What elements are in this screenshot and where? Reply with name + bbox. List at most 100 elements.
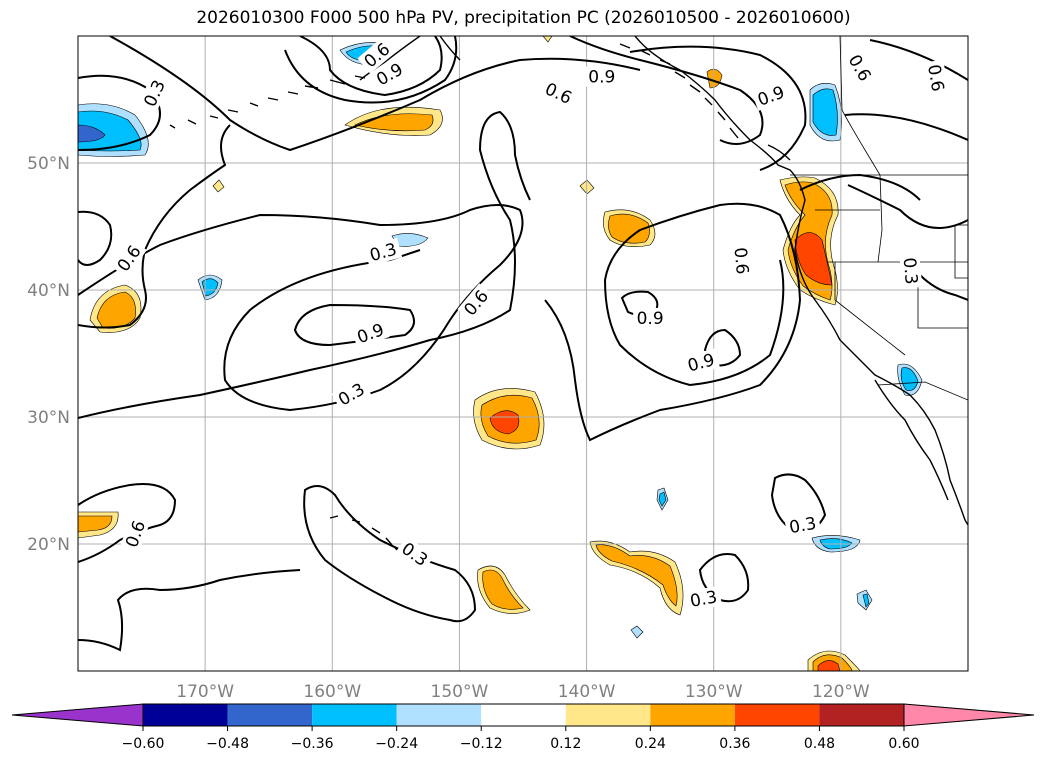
pv-contour-0.9-central xyxy=(293,303,415,347)
pv-contour-0.3-hawaii xyxy=(303,485,477,623)
colorbar-tick-label: −0.60 xyxy=(122,736,165,752)
contour-labels: 0.30.60.9 0.90.6 0.90.6 0.60.30.6 0.6 0.30.60… xyxy=(110,36,950,612)
lat-tick-label: 30°N xyxy=(27,408,70,428)
pv-contour-0.3-north xyxy=(78,74,161,151)
lon-tick-label: 150°W xyxy=(431,682,489,702)
precip-negative-blobs xyxy=(78,42,923,639)
contour-label-bg xyxy=(120,514,151,554)
contour-label: 0.3 xyxy=(788,514,818,538)
state-border-id xyxy=(877,174,883,263)
colorbar-segment xyxy=(396,704,482,726)
pv-contour-0.3-southeast xyxy=(770,473,827,534)
colorbar: −0.60 −0.48 −0.36 −0.24 −0.12 0.12 0.24 0.36 0.4… xyxy=(11,703,1035,752)
pv-contour-0.3-west xyxy=(78,210,113,266)
pv-contour-0.3-nevada xyxy=(919,274,968,301)
pv-contour-0.9-north-center xyxy=(569,36,764,145)
pv-contour-0.6-south xyxy=(78,569,301,652)
contour-label: 0.3 xyxy=(368,240,399,266)
colorbar-extend-high xyxy=(903,703,1035,727)
aleutian-islands xyxy=(169,75,366,129)
contour-label-bg xyxy=(395,536,435,573)
map-frame xyxy=(77,35,969,672)
pv-contour-0.6-aleutian xyxy=(109,36,641,152)
longitude-tick-labels: 170°W 160°W 150°W 140°W 130°W 120°W xyxy=(176,682,870,702)
colorbar-segment xyxy=(143,704,228,726)
contour-label: 0.9 xyxy=(637,309,664,329)
lon-tick-label: 130°W xyxy=(685,682,743,702)
state-border-nv-az xyxy=(917,262,968,329)
lon-tick-label: 170°W xyxy=(176,682,234,702)
contour-label-bg xyxy=(685,585,723,612)
colorbar-tick-label: 0.12 xyxy=(550,736,581,752)
colorbar-segment xyxy=(312,704,397,726)
lon-tick-label: 140°W xyxy=(558,682,616,702)
map-title: 2026010300 F000 500 hPa PV, precipitatio… xyxy=(196,8,851,28)
contour-label-bg xyxy=(138,73,171,113)
contour-label-bg xyxy=(357,36,397,74)
contour-label-bg xyxy=(681,348,721,377)
contour-label: 0.9 xyxy=(588,68,615,88)
colorbar-segment xyxy=(819,704,904,726)
hawaiian-islands xyxy=(329,515,405,557)
colorbar-segment xyxy=(565,704,651,726)
pv-contour-0.9-alaska xyxy=(299,36,443,97)
contour-label-bg xyxy=(110,238,147,278)
contour-label-bg xyxy=(899,253,923,289)
pv-contour-0.6-canada xyxy=(844,113,968,141)
contour-label-bg xyxy=(842,48,878,88)
us-mexico-border xyxy=(877,381,968,401)
pv-contour-0.3-main xyxy=(78,204,524,412)
contour-label-bg xyxy=(538,76,579,110)
contour-label-bg xyxy=(369,56,410,92)
pv-contour-0.6-east-pacific xyxy=(544,202,802,442)
contour-label-bg xyxy=(457,283,495,323)
state-border-ut xyxy=(954,224,968,279)
colorbar-tick-label: 0.60 xyxy=(888,736,919,752)
contour-label-bg xyxy=(633,307,668,328)
lat-tick-label: 20°N xyxy=(27,535,70,555)
latitude-tick-labels: 20°N 30°N 40°N 50°N xyxy=(27,154,70,555)
contour-label-bg xyxy=(351,317,390,349)
colorbar-segment xyxy=(734,704,820,726)
contour-label-bg xyxy=(730,242,754,279)
contour-label: 0.3 xyxy=(689,587,719,611)
precip-positive-blobs xyxy=(78,36,861,671)
colorbar-tick-label: −0.48 xyxy=(206,736,249,752)
lon-tick-label: 160°W xyxy=(303,682,361,702)
alaska-coast xyxy=(359,36,461,81)
contour-label-bg xyxy=(331,376,372,412)
colorbar-tick-label: 0.36 xyxy=(719,736,750,752)
lat-tick-label: 40°N xyxy=(27,281,70,301)
contour-label: 0.6 xyxy=(730,247,752,276)
pv-contour-0.6-gulf xyxy=(284,36,458,104)
colorbar-tick-label: 0.24 xyxy=(635,736,666,752)
pv-contour-0.6-northeast xyxy=(629,45,807,171)
canada-province-border xyxy=(839,36,881,176)
lon-tick-label: 120°W xyxy=(812,682,870,702)
lat-tick-label: 50°N xyxy=(27,154,70,174)
colorbar-tick-label: −0.12 xyxy=(460,736,503,752)
colorbar-segment xyxy=(227,704,313,726)
pv-contour-0.6-southwest xyxy=(78,483,177,563)
colorbar-tick-label: 0.48 xyxy=(804,736,835,752)
contour-label-bg xyxy=(584,66,619,87)
coastlines xyxy=(169,36,968,557)
precipitation-shading xyxy=(78,36,923,671)
contour-label-bg xyxy=(364,237,403,266)
state-border-ca-nv xyxy=(834,262,906,356)
pv-contour-0.9-small-east xyxy=(703,328,742,367)
pv-contour-0.3-california xyxy=(799,173,968,229)
contour-label-bg xyxy=(784,512,822,538)
contour-label-bg xyxy=(751,80,791,111)
north-america-coast xyxy=(634,36,968,526)
colorbar-segment xyxy=(650,704,735,726)
contour-label: 0.9 xyxy=(686,350,717,376)
pv-contour-0.6-east xyxy=(869,39,968,81)
alaska-panhandle-islands xyxy=(619,43,739,139)
colorbar-outline xyxy=(142,703,905,727)
colorbar-tick-label: −0.24 xyxy=(375,736,418,752)
contour-label: 0.6 xyxy=(923,63,947,93)
vancouver-island xyxy=(767,144,791,161)
contour-label-bg xyxy=(923,59,950,97)
